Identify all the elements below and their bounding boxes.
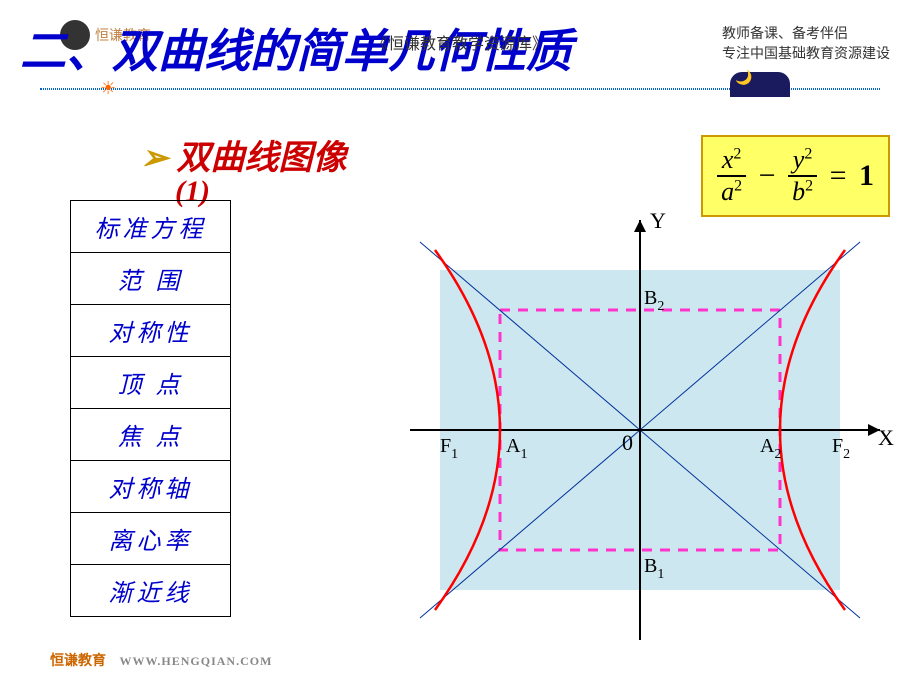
properties-table: 标准方程 范 围 对称性 顶 点 焦 点 对称轴 离心率 渐近线 [70, 200, 231, 617]
subtitle-text: 双曲线图像 [177, 140, 347, 177]
y-axis-label: Y [650, 210, 666, 233]
header-right-line2: 专注中国基础教育资源建设 [722, 45, 890, 65]
sun-icon: ☀ [100, 78, 116, 99]
footer-url: WWW.HENGQIAN.COM [120, 654, 273, 668]
equation-box: x2 a2 − y2 b2 = 1 [701, 135, 890, 217]
subtitle: ➢双曲线图像 [140, 130, 347, 179]
moon-icon [730, 72, 790, 97]
footer-brand: 恒谦教育 [50, 654, 106, 669]
table-row: 离心率 [71, 513, 231, 565]
hyperbola-chart: Y X 0 F1 F2 A1 A2 B1 B2 [380, 210, 900, 650]
fraction-x: x2 a2 [717, 145, 746, 207]
arrow-icon: ➢ [140, 140, 169, 177]
equation-one: 1 [859, 159, 874, 192]
table-row: 对称轴 [71, 461, 231, 513]
header-right-line1: 教师备课、备考伴侣 [722, 25, 890, 45]
footer: 恒谦教育 WWW.HENGQIAN.COM [50, 650, 272, 670]
table-row: 渐近线 [71, 565, 231, 617]
x-axis-label: X [878, 425, 894, 450]
table-row: 顶 点 [71, 357, 231, 409]
table-row: 范 围 [71, 253, 231, 305]
header-right: 教师备课、备考伴侣 专注中国基础教育资源建设 [722, 25, 890, 64]
equals-sign: = [824, 159, 853, 192]
y-axis-arrow [634, 220, 646, 232]
table-row: 对称性 [71, 305, 231, 357]
minus-sign: − [753, 159, 782, 192]
table-row: 焦 点 [71, 409, 231, 461]
table-row: 标准方程 [71, 201, 231, 253]
origin-label: 0 [622, 430, 633, 455]
fraction-y: y2 b2 [788, 145, 817, 207]
header-center: 《恒谦教育教学资源库》 [372, 30, 548, 54]
